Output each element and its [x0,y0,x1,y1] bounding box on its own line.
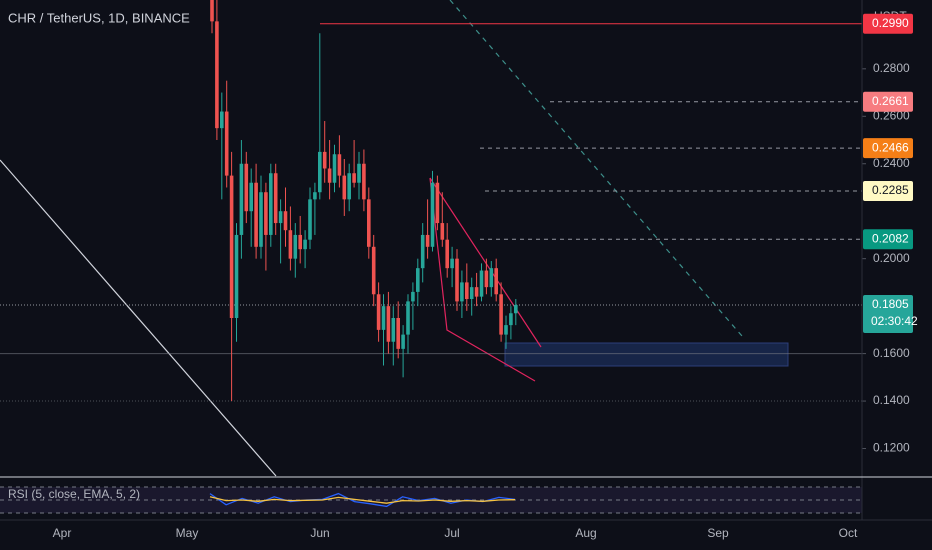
candle-body [229,175,234,318]
candle-body [465,282,469,300]
y-tick-label: 0.2400 [873,156,910,170]
candle-body [514,304,518,314]
price-label-box [863,13,913,34]
y-tick-label: 0.2000 [873,251,910,265]
price-label-box [863,91,913,112]
price-label: 0.2466 [872,140,909,154]
candle-body [327,168,332,183]
price-label-box [863,229,913,250]
candle-body [489,268,494,288]
wedge-line [429,177,542,348]
candle-body [224,111,229,176]
candle-body [474,287,479,297]
price-label-box [863,138,913,159]
candle-body [278,211,283,224]
candle-body [362,163,366,200]
candle-body [293,234,298,259]
chart-title: CHR / TetherUS, 1D, BINANCE [8,10,190,25]
candle-body [234,234,239,318]
candle-body [450,258,454,269]
rsi-line [209,496,516,504]
candle-body [376,294,381,330]
rsi-label: RSI (5, close, EMA, 5, 2) [8,487,140,501]
price-label: 0.2082 [872,231,909,245]
candle-body [460,282,464,302]
x-tick-label: Sep [707,526,729,540]
candle-body [391,318,396,342]
y-tick-label: 0.2800 [873,61,910,75]
price-label: 0.2661 [872,94,909,108]
candle-body [318,151,322,193]
candle-body [401,334,405,349]
y-tick-label: 0.1600 [873,346,910,360]
candle-body [425,234,430,247]
y-tick-label: 0.1200 [873,441,910,455]
candle-body [411,291,415,302]
candle-body [386,306,391,342]
candle-body [455,258,459,302]
candle-body [499,294,503,335]
candle-body [298,234,302,250]
candle-body [484,270,489,288]
candle-body [308,199,312,240]
price-label-box [863,181,913,202]
price-label: 0.2285 [872,183,909,197]
candle-body [494,268,498,295]
candle-body [352,173,356,183]
candle-body [259,192,263,247]
trend-line [0,159,277,477]
x-tick-label: Oct [839,526,858,540]
candle-body [357,163,361,183]
candle-body [264,192,268,235]
candle-body [435,182,440,224]
candle-body [479,270,484,297]
candle-body [396,318,400,349]
countdown: 02:30:42 [871,314,918,328]
candle-body [509,313,513,326]
y-tick-label: 0.1400 [873,393,910,407]
candle-body [288,230,293,259]
candle-body [322,151,327,169]
x-tick-label: May [176,526,199,540]
x-tick-label: Apr [53,526,72,540]
candle-body [332,154,337,183]
y-tick-label: 0.2600 [873,108,910,122]
candle-body [469,287,474,300]
candle-body [416,268,420,292]
candle-body [406,301,410,335]
candle-body [239,163,244,235]
candle-body [283,211,288,231]
candle-body [210,0,214,22]
candle-body [381,306,386,330]
candle-body [337,154,342,176]
candle-body [244,163,249,212]
candle-body [430,182,435,247]
candle-body [367,199,371,247]
x-tick-label: Jun [310,526,329,540]
candle-body [220,111,224,129]
candle-body [313,192,317,200]
x-tick-label: Aug [575,526,596,540]
trend-line [449,0,743,337]
x-tick-label: Jul [444,526,459,540]
candle-body [504,325,508,335]
candle-body [420,234,425,269]
price-label-box [863,294,913,333]
candle-body [269,173,273,235]
candle-body [254,182,258,247]
candle-body [347,173,351,200]
candle-body [371,246,376,295]
price-label: 0.1805 [872,297,909,311]
candle-body [445,239,449,269]
candle-body [215,21,219,129]
candle-body [273,173,278,224]
candle-body [249,182,253,212]
wedge-line [429,177,536,382]
candle-body [342,175,347,200]
zone [504,342,789,367]
price-label: 0.2990 [872,16,909,30]
candle-body [303,239,307,250]
candle-body [440,223,445,240]
